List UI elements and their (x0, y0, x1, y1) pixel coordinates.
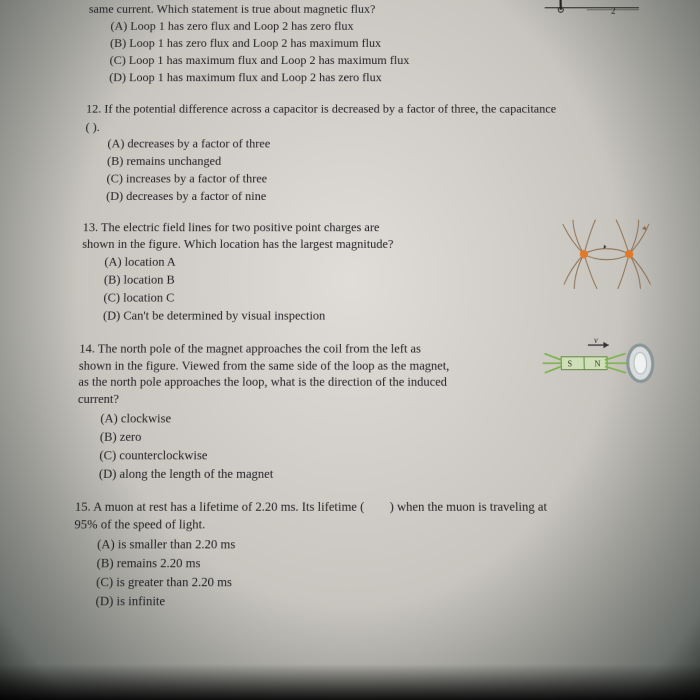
q15-stem-line2: 95% of the speed of light. (74, 517, 205, 532)
q12-choices: (A) decreases by a factor of three (B) r… (106, 137, 657, 205)
q11-choice-b: (B) Loop 1 has zero flux and Loop 2 has … (110, 36, 652, 52)
q12-blank: ( ). (85, 119, 654, 135)
q14-stem-line2: shown in the figure. Viewed from the sam… (79, 357, 450, 372)
q12-choice-b: (B) remains unchanged (107, 154, 656, 170)
q15-number: 15. (75, 499, 91, 514)
question-11: B 1 2 11. The diagram shows a side view … (87, 0, 654, 87)
svg-text:v: v (594, 338, 598, 344)
q15-stem-line1a: A muon at rest has a lifetime of 2.20 ms… (93, 499, 364, 514)
q15-stem-line1b: ) when the muon is traveling at (390, 499, 547, 514)
q11-figure: B 1 2 (538, 0, 650, 26)
q15-choice-c: (C) is greater than 2.20 ms (96, 574, 668, 592)
question-12: 12. If the potential difference across a… (83, 101, 656, 205)
q11-choice-c: (C) Loop 1 has maximum flux and Loop 2 h… (109, 53, 652, 69)
q13-figure (554, 217, 659, 290)
q13-stem-line2: shown in the figure. Which location has … (82, 236, 393, 251)
q15-choice-b: (B) remains 2.20 ms (96, 555, 667, 573)
question-14: S N v 14. The north pole of the magnet a… (76, 341, 665, 484)
q14-stem-line3: as the north pole approaches the loop, w… (78, 374, 447, 389)
question-15: 15. A muon at rest has a lifetime of 2.2… (72, 499, 668, 610)
q14-choice-a: (A) clockwise (100, 411, 663, 428)
q14-choice-b: (B) zero (100, 429, 664, 446)
question-13: 13. The electric field lines for two pos… (80, 219, 660, 325)
q14-figure: S N v (536, 338, 662, 387)
q11-stem-line3: same current. Which statement is true ab… (89, 1, 376, 15)
q15-choice-a: (A) is smaller than 2.20 ms (97, 536, 667, 554)
q12-number: 12. (86, 101, 102, 115)
q13-choice-d: (D) Can't be determined by visual inspec… (103, 308, 660, 325)
q14-choices: (A) clockwise (B) zero (C) counterclockw… (99, 411, 665, 483)
q11-choices: (A) Loop 1 has zero flux and Loop 2 has … (109, 19, 653, 86)
q12-choice-a: (A) decreases by a factor of three (107, 137, 655, 153)
q12-stem-line1: If the potential difference across a cap… (104, 101, 556, 115)
q13-number: 13. (83, 219, 99, 234)
q14-stem-line1: The north pole of the magnet approaches … (98, 341, 421, 356)
q14-number: 14. (79, 341, 95, 356)
q15-choices: (A) is smaller than 2.20 ms (B) remains … (95, 536, 668, 610)
q14-choice-d: (D) along the length of the magnet (99, 465, 665, 482)
monitor-bezel (0, 664, 700, 700)
q14-stem-line4: current? (78, 391, 119, 406)
q13-choice-c: (C) location C (103, 290, 659, 307)
q11-choice-d: (D) Loop 1 has maximum flux and Loop 2 h… (109, 70, 653, 86)
svg-text:N: N (594, 359, 600, 369)
exam-page: B 1 2 11. The diagram shows a side view … (72, 0, 669, 626)
q12-choice-d: (D) decreases by a factor of nine (106, 189, 657, 205)
q13-stem-line1: The electric field lines for two positiv… (101, 219, 380, 234)
q12-choice-c: (C) increases by a factor of three (106, 171, 656, 187)
q14-choice-c: (C) counterclockwise (99, 447, 664, 464)
q15-stem: 15. A muon at rest has a lifetime of 2.2… (74, 499, 666, 534)
q15-blank (364, 510, 389, 511)
svg-text:1: 1 (550, 0, 555, 1)
svg-text:S: S (567, 359, 572, 369)
q12-stem: 12. If the potential difference across a… (86, 101, 654, 117)
svg-text:2: 2 (611, 6, 616, 16)
q15-choice-d: (D) is infinite (95, 592, 668, 610)
